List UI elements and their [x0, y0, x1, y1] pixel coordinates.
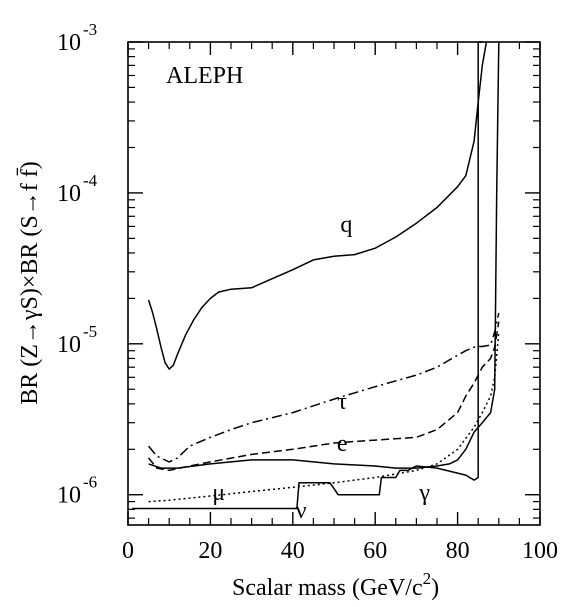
y-tick-label: 10-5 [57, 322, 97, 358]
series-label-1: τ [337, 389, 347, 415]
series-line-5 [148, 41, 500, 469]
series-line-4 [132, 41, 483, 510]
y-tick-labels: 10-610-510-410-3 [57, 20, 98, 509]
y-tick-label: 10-4 [57, 171, 98, 207]
y-tick-label-exp: -5 [83, 322, 97, 341]
y-tick-label-exp: -4 [83, 171, 98, 190]
x-axis: 0 20 40 60 80 100 Scalar mass (GeV/c2) [122, 42, 558, 601]
y-tick-label-base: 10 [57, 483, 81, 509]
series-label-2: e [337, 431, 348, 457]
series-label-0: q [340, 212, 352, 238]
x-tick-label: 0 [122, 538, 134, 564]
y-tick-label-exp: -6 [83, 473, 97, 492]
x-tick-label: 40 [281, 538, 305, 564]
series-layer [132, 41, 500, 510]
series-line-0 [147, 41, 488, 370]
y-tick-label-base: 10 [57, 181, 81, 207]
y-axis: 10-610-510-410-3 BR (Z→γS)×BR (S→f f̄) [16, 20, 540, 519]
y-tick-label-exp: -3 [83, 20, 97, 39]
y-tick-label-base: 10 [57, 332, 81, 358]
series-line-1 [148, 312, 500, 463]
y-tick-label: 10-3 [57, 20, 97, 56]
series-label-4: ν [296, 498, 307, 524]
series-line-2 [148, 321, 500, 472]
series-line-3 [148, 331, 500, 503]
x-axis-title: Scalar mass (GeV/c2) [232, 569, 439, 601]
y-ticks [128, 41, 540, 519]
x-tick-labels: 0 20 40 60 80 100 [122, 538, 558, 564]
series-labels: q τe μ ν γ [212, 212, 430, 524]
brand-label: ALEPH [166, 63, 243, 89]
series-label-5: γ [418, 480, 430, 506]
x-axis-title-sup: 2 [423, 569, 432, 588]
x-tick-label: 80 [446, 538, 470, 564]
y-tick-label-base: 10 [57, 30, 81, 56]
y-tick-label: 10-6 [57, 473, 97, 509]
x-tick-label: 20 [198, 538, 222, 564]
x-tick-label: 100 [522, 538, 558, 564]
x-axis-title-main: Scalar mass (GeV/c [232, 575, 423, 601]
x-tick-label: 60 [363, 538, 387, 564]
x-axis-title-close: ) [431, 575, 439, 601]
series-label-3: μ [212, 480, 225, 506]
y-axis-title: BR (Z→γS)×BR (S→f f̄) [16, 161, 43, 404]
